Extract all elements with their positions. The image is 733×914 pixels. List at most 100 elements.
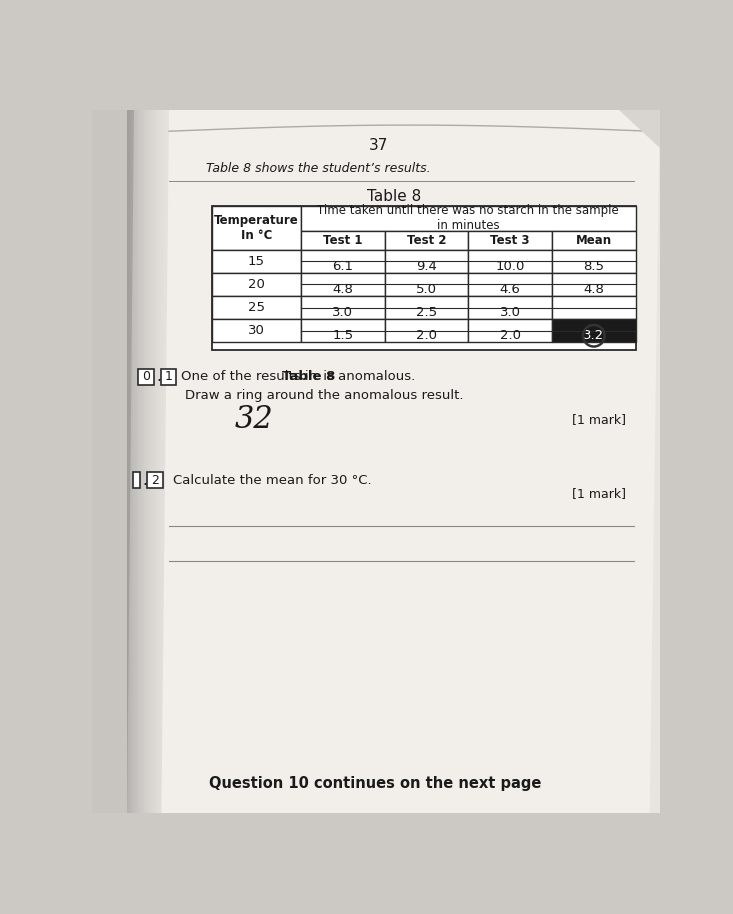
Text: Table 8: Table 8 — [366, 189, 421, 204]
Text: 25: 25 — [248, 301, 265, 314]
Bar — [212, 296, 301, 319]
Text: Test 3: Test 3 — [490, 234, 530, 247]
Bar — [151, 110, 152, 813]
Text: Test 1: Test 1 — [323, 234, 363, 247]
Text: 2.0: 2.0 — [416, 329, 437, 342]
Bar — [148, 110, 149, 813]
Bar — [143, 110, 144, 813]
Text: 4.6: 4.6 — [500, 283, 520, 296]
Bar — [132, 110, 133, 813]
Bar — [155, 110, 156, 813]
Text: 8.5: 8.5 — [583, 260, 604, 273]
Text: Table 8 shows the student’s results.: Table 8 shows the student’s results. — [206, 163, 431, 175]
Text: 4.8: 4.8 — [583, 283, 604, 296]
Bar — [552, 250, 636, 273]
Text: 30: 30 — [248, 324, 265, 337]
Text: Mean: Mean — [575, 234, 612, 247]
Bar — [147, 110, 148, 813]
Bar — [159, 110, 160, 813]
Bar — [301, 319, 385, 342]
Text: 20: 20 — [248, 278, 265, 291]
Text: One of the results in: One of the results in — [181, 370, 321, 383]
Bar — [385, 230, 468, 250]
Text: 15: 15 — [248, 255, 265, 268]
Bar — [150, 110, 151, 813]
Bar — [385, 296, 468, 319]
Text: [1 mark]: [1 mark] — [572, 487, 627, 500]
Text: 10.0: 10.0 — [496, 260, 525, 273]
Polygon shape — [127, 110, 660, 813]
Bar — [172, 110, 173, 813]
Bar — [163, 110, 164, 813]
Bar — [141, 110, 142, 813]
Text: Table 8: Table 8 — [281, 370, 335, 383]
Bar — [552, 319, 636, 342]
Bar — [165, 110, 166, 813]
Text: 4.8: 4.8 — [332, 283, 353, 296]
Bar — [142, 110, 143, 813]
Text: Draw a ring around the anomalous result.: Draw a ring around the anomalous result. — [185, 388, 463, 402]
Bar — [133, 110, 134, 813]
Text: 2.0: 2.0 — [500, 329, 520, 342]
Text: Question 10 continues on the next page: Question 10 continues on the next page — [209, 776, 542, 791]
Bar — [139, 110, 140, 813]
Bar — [133, 473, 141, 488]
Bar — [137, 110, 138, 813]
Text: is anomalous.: is anomalous. — [319, 370, 415, 383]
Bar — [138, 110, 139, 813]
Polygon shape — [161, 110, 660, 813]
Text: 6.1: 6.1 — [332, 260, 353, 273]
Bar — [127, 110, 128, 813]
Bar — [166, 110, 167, 813]
Bar — [301, 250, 385, 273]
Bar — [161, 110, 162, 813]
Bar — [552, 230, 636, 250]
Bar — [468, 273, 552, 296]
Bar — [144, 110, 145, 813]
Bar — [552, 273, 636, 296]
Text: 3.2: 3.2 — [583, 329, 605, 342]
Text: 3.0: 3.0 — [500, 306, 520, 319]
Text: 0: 0 — [142, 370, 150, 383]
Bar — [152, 110, 153, 813]
Polygon shape — [619, 110, 660, 148]
Text: .: . — [156, 369, 161, 385]
Bar — [136, 110, 137, 813]
Bar — [468, 296, 552, 319]
Bar — [385, 250, 468, 273]
Bar — [147, 473, 163, 488]
Bar — [212, 250, 301, 273]
Bar — [212, 319, 301, 342]
Bar — [301, 230, 385, 250]
Bar — [128, 110, 129, 813]
Bar — [149, 110, 150, 813]
Bar — [212, 273, 301, 296]
Bar — [140, 110, 141, 813]
Bar — [169, 110, 170, 813]
Text: .: . — [142, 473, 147, 487]
Bar — [130, 110, 131, 813]
Text: Calculate the mean for 30 °C.: Calculate the mean for 30 °C. — [173, 473, 372, 486]
Bar — [170, 110, 171, 813]
Bar — [385, 273, 468, 296]
Bar — [171, 110, 172, 813]
Bar — [162, 110, 163, 813]
Text: 3.0: 3.0 — [332, 306, 353, 319]
Bar — [212, 206, 636, 350]
Text: 37: 37 — [369, 138, 388, 154]
Bar — [146, 110, 147, 813]
Bar — [552, 296, 636, 319]
Bar — [301, 206, 636, 230]
Bar — [160, 110, 161, 813]
Text: Time taken until there was no starch in the sample
in minutes: Time taken until there was no starch in … — [317, 204, 619, 232]
Bar — [301, 296, 385, 319]
Bar — [135, 110, 136, 813]
Bar — [154, 110, 155, 813]
Text: 1: 1 — [164, 370, 172, 383]
Bar — [145, 110, 146, 813]
Text: Test 2: Test 2 — [407, 234, 446, 247]
Bar — [156, 110, 157, 813]
Bar — [212, 206, 301, 250]
Bar — [468, 250, 552, 273]
Text: 2.5: 2.5 — [416, 306, 437, 319]
